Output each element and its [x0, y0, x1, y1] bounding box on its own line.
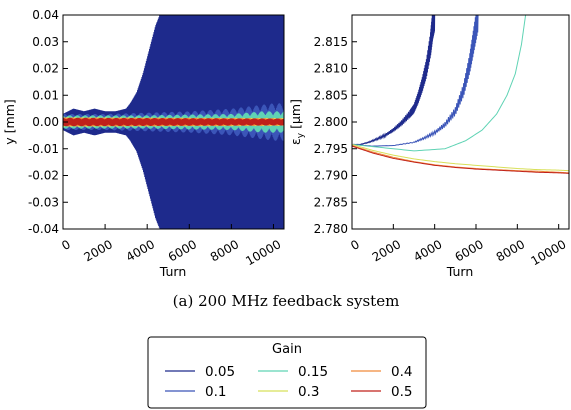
left-x-tick-label: 10000 [243, 237, 283, 268]
right-y-tick-label: 2.805 [314, 88, 348, 102]
right-y-tick-label: 2.790 [314, 169, 348, 183]
right-y-tick-label: 2.800 [314, 115, 348, 129]
right-x-tick-label: 0 [348, 237, 362, 253]
left-y-tick-label: 0.02 [32, 62, 59, 76]
legend-label-0.15: 0.15 [298, 364, 328, 380]
right-x-axis-label: Turn [446, 264, 474, 279]
left-x-tick-label: 4000 [124, 237, 157, 264]
right-y-axis-label: εy [μm] [288, 99, 306, 145]
left-y-axis-label: y [mm] [2, 99, 17, 144]
left-x-tick-label: 0 [59, 237, 73, 253]
legend-label-0.05: 0.05 [205, 364, 235, 380]
right-x-tick-label: 8000 [494, 237, 527, 264]
series-0.15-line [352, 15, 527, 152]
right-y-tick-label: 2.815 [314, 35, 348, 49]
left-y-tick-label: -0.02 [28, 169, 59, 183]
legend-label-0.5: 0.5 [391, 384, 412, 400]
series-0.1-line [352, 15, 479, 147]
right-y-tick-label: 2.780 [314, 222, 348, 236]
legend-label-0.4: 0.4 [391, 364, 412, 380]
series-0.05-line [352, 15, 436, 146]
right-x-tick-label: 4000 [411, 237, 444, 264]
left-y-tick-label: -0.01 [28, 142, 59, 156]
right-y-tick-label: 2.795 [314, 142, 348, 156]
legend-label-0.1: 0.1 [205, 384, 226, 400]
left-y-tick-label: 0.03 [32, 35, 59, 49]
right-x-tick-label: 10000 [528, 237, 568, 268]
left-y-tick-label: -0.03 [28, 195, 59, 209]
right-plot-frame [351, 14, 570, 230]
series-0.3-line [352, 143, 569, 172]
left-x-tick-label: 6000 [166, 237, 199, 264]
series-0.4-line [352, 145, 569, 174]
right-y-tick-label: 2.810 [314, 62, 348, 76]
legend: Gain 0.05 0.1 0.15 0.3 0.4 0.5 [147, 336, 427, 409]
left-y-tick-label: 0.00 [32, 115, 59, 129]
series-0.5-line [352, 145, 569, 174]
right-y-tick-label: 2.785 [314, 195, 348, 209]
legend-label-0.3: 0.3 [298, 384, 319, 400]
series-0.5-oscillation [63, 117, 284, 127]
left-y-tick-label: -0.04 [28, 222, 59, 236]
legend-title: Gain [272, 342, 302, 357]
left-y-tick-label: 0.01 [32, 88, 59, 102]
right-x-tick-label: 6000 [452, 237, 485, 264]
left-x-tick-label: 2000 [82, 237, 115, 264]
right-x-tick-label: 2000 [370, 237, 403, 264]
left-x-tick-label: 8000 [208, 237, 241, 264]
emittance-panel: 0 2000 4000 6000 8000 10000 2.815 2.810 2.805 2.8… [288, 14, 570, 279]
y-position-panel: 0 2000 4000 6000 8000 10000 0.04 0.03 0.02 0.01 0.… [2, 8, 285, 279]
figure-caption: (a) 200 MHz feedback system [173, 292, 400, 310]
legend-box [147, 336, 427, 409]
left-x-axis-label: Turn [159, 264, 187, 279]
left-y-tick-label: 0.04 [32, 8, 59, 22]
